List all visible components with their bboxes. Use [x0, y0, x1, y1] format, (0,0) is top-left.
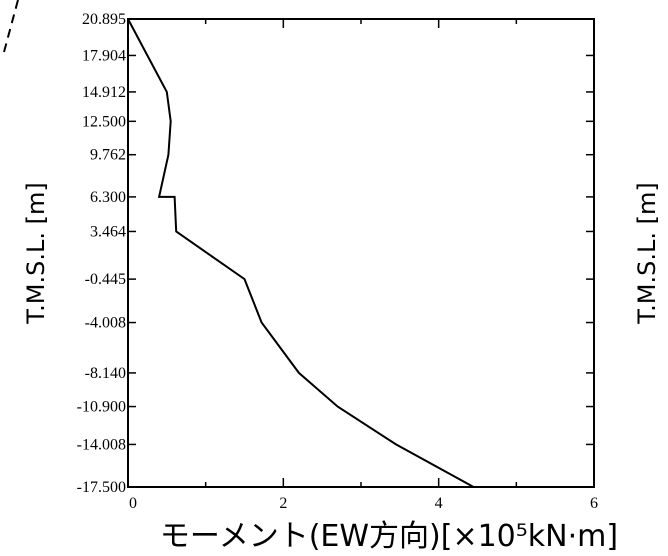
y-tick-label: -17.500 — [77, 479, 126, 496]
y-tick-label: 12.500 — [82, 113, 126, 130]
y-tick-label: 3.464 — [90, 223, 126, 240]
x-tick-label: 0 — [129, 495, 137, 512]
y-axis-title: T.M.S.L. [m] — [22, 182, 50, 324]
y-axis: 20.895 17.904 14.912 12.500 9.762 6.300 3.464 -… — [77, 11, 594, 496]
y-tick-label: -4.008 — [85, 315, 126, 332]
moment-series-line — [127, 18, 475, 488]
x-tick-label: 4 — [435, 495, 443, 512]
x-tick-label: 2 — [279, 495, 287, 512]
y-tick-label: 20.895 — [82, 11, 126, 28]
x-axis: 0 2 4 6 — [127, 19, 598, 512]
neighbor-chart-y-axis-title: T.M.S.L. [m] — [633, 182, 661, 324]
y-tick-label: 17.904 — [82, 47, 126, 64]
series-layer — [127, 18, 475, 488]
y-tick-label: 14.912 — [82, 84, 126, 101]
x-axis-title: モーメント(EW方向)[×10⁵kN·m] — [160, 519, 618, 554]
plot-frame — [127, 18, 595, 488]
clipped-annotation-line — [3, 0, 19, 53]
x-tick-label: 6 — [590, 495, 598, 512]
y-tick-label: -0.445 — [85, 271, 126, 288]
y-tick-label: 6.300 — [90, 189, 126, 206]
y-tick-label: 9.762 — [90, 147, 126, 164]
y-tick-label: -10.900 — [77, 399, 126, 416]
y-tick-label: -14.008 — [77, 436, 126, 453]
y-tick-label: -8.140 — [85, 365, 126, 382]
